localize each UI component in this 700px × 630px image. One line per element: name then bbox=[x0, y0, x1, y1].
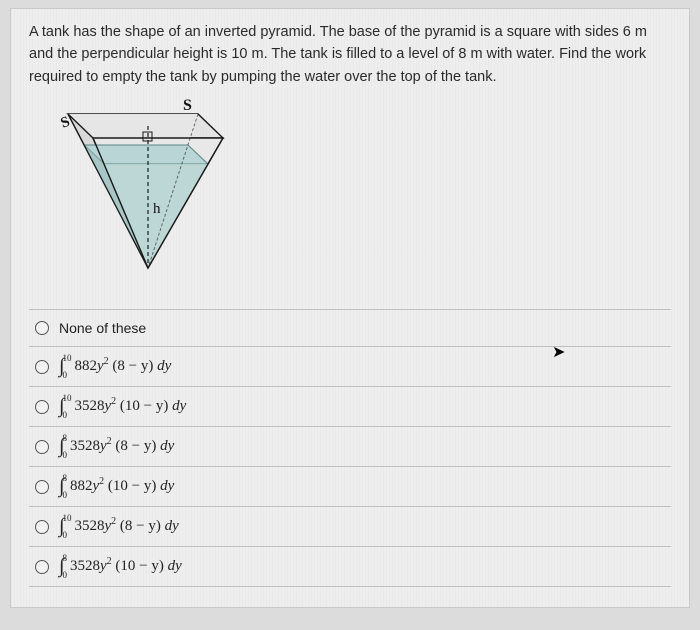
question-card: A tank has the shape of an inverted pyra… bbox=[10, 8, 690, 608]
option-math: ∫100882y2 (8 − y) dy bbox=[59, 355, 171, 378]
pyramid-diagram: S S h bbox=[53, 98, 671, 293]
radio-button[interactable] bbox=[35, 560, 49, 574]
radio-button[interactable] bbox=[35, 440, 49, 454]
option-math: ∫80882y2 (10 − y) dy bbox=[59, 475, 174, 498]
option-math: ∫803528y2 (10 − y) dy bbox=[59, 555, 182, 578]
answer-options: None of these ∫100882y2 (8 − y) dy ∫100352… bbox=[29, 309, 671, 587]
option-math: ∫1003528y2 (8 − y) dy bbox=[59, 515, 179, 538]
option-math: ∫1003528y2 (10 − y) dy bbox=[59, 395, 186, 418]
radio-button[interactable] bbox=[35, 520, 49, 534]
option-row-5[interactable]: ∫1003528y2 (8 − y) dy bbox=[29, 507, 671, 547]
option-math: ∫803528y2 (8 − y) dy bbox=[59, 435, 174, 458]
option-row-4[interactable]: ∫80882y2 (10 − y) dy bbox=[29, 467, 671, 507]
svg-text:h: h bbox=[153, 201, 161, 217]
svg-text:S: S bbox=[183, 98, 192, 114]
radio-button[interactable] bbox=[35, 360, 49, 374]
option-row-1[interactable]: ∫100882y2 (8 − y) dy bbox=[29, 347, 671, 387]
radio-button[interactable] bbox=[35, 400, 49, 414]
option-row-6[interactable]: ∫803528y2 (10 − y) dy bbox=[29, 547, 671, 587]
pyramid-svg: S S h bbox=[53, 98, 253, 288]
radio-button[interactable] bbox=[35, 480, 49, 494]
option-row-0[interactable]: None of these bbox=[29, 310, 671, 347]
radio-button[interactable] bbox=[35, 321, 49, 335]
option-row-2[interactable]: ∫1003528y2 (10 − y) dy bbox=[29, 387, 671, 427]
option-row-3[interactable]: ∫803528y2 (8 − y) dy bbox=[29, 427, 671, 467]
option-label: None of these bbox=[59, 320, 146, 336]
question-text: A tank has the shape of an inverted pyra… bbox=[29, 21, 671, 88]
